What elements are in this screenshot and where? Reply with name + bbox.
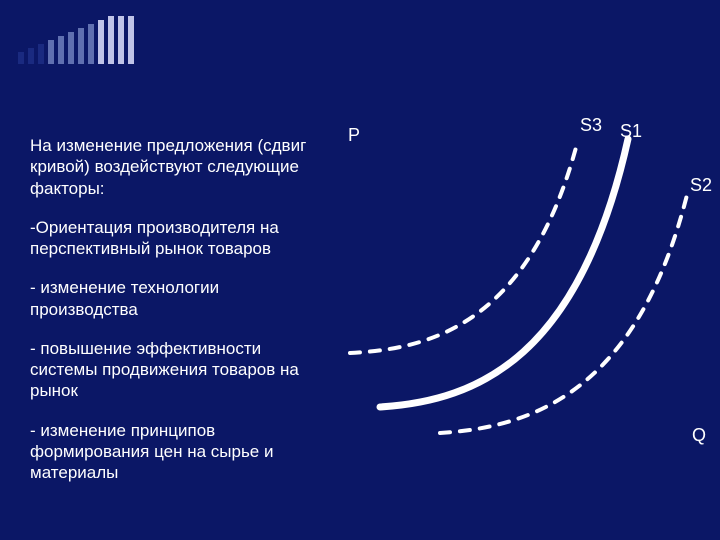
s3-label: S3 xyxy=(580,115,602,136)
curve-s2 xyxy=(440,191,688,433)
factor-item: - изменение принципов формирования цен н… xyxy=(30,420,310,484)
curve-s1 xyxy=(380,139,628,407)
decor-bars xyxy=(18,14,134,64)
factor-item: - изменение технологии производства xyxy=(30,277,310,320)
text-block: На изменение предложения (сдвиг кривой) … xyxy=(30,135,310,501)
p-axis-label: P xyxy=(348,125,360,146)
slide: На изменение предложения (сдвиг кривой) … xyxy=(0,0,720,540)
s2-label: S2 xyxy=(690,175,712,196)
intro-text: На изменение предложения (сдвиг кривой) … xyxy=(30,135,310,199)
curve-s3 xyxy=(350,140,578,353)
q-axis-label: Q xyxy=(692,425,706,446)
s1-label: S1 xyxy=(620,121,642,142)
factor-item: -Ориентация производителя на перспективн… xyxy=(30,217,310,260)
supply-chart: P Q S3 S1 S2 xyxy=(340,125,710,455)
chart-svg xyxy=(340,125,710,455)
factor-item: - повышение эффективности системы продви… xyxy=(30,338,310,402)
